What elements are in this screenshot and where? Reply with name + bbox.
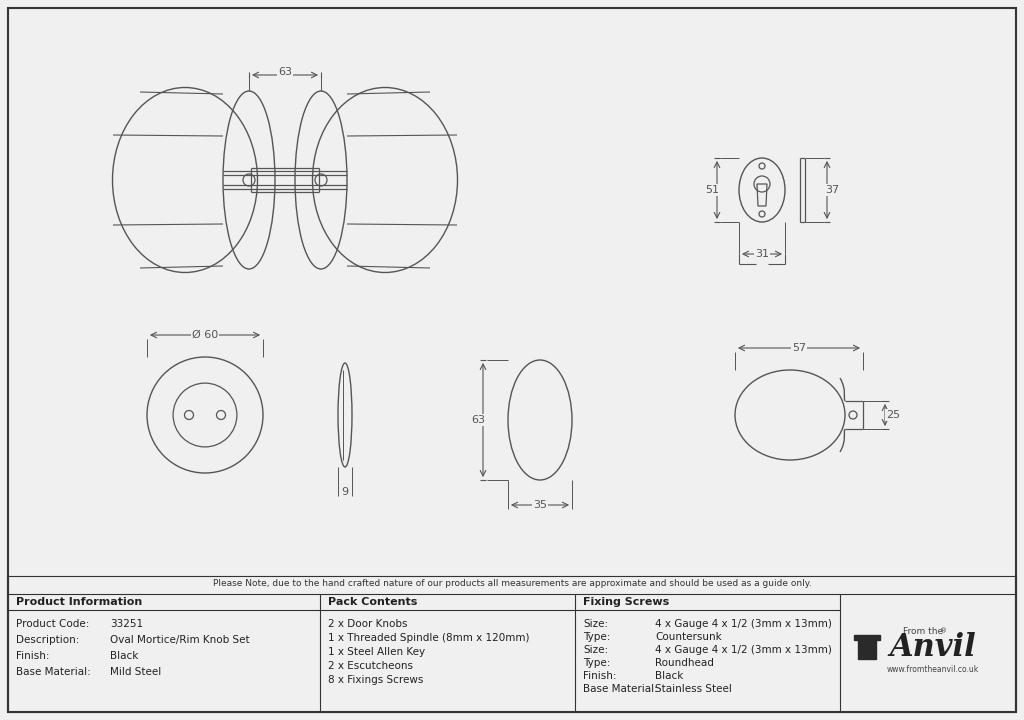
- Text: 31: 31: [755, 249, 769, 259]
- Text: Base Material:: Base Material:: [583, 684, 657, 694]
- Text: 63: 63: [278, 67, 292, 77]
- Text: Black: Black: [110, 651, 138, 661]
- Text: 33251: 33251: [110, 619, 143, 629]
- Text: 9: 9: [341, 487, 348, 497]
- Text: 1 x Steel Allen Key: 1 x Steel Allen Key: [328, 647, 425, 657]
- Text: 57: 57: [792, 343, 806, 353]
- Text: Finish:: Finish:: [583, 671, 616, 681]
- Text: 35: 35: [534, 500, 547, 510]
- Text: 25: 25: [886, 410, 900, 420]
- Text: 2 x Escutcheons: 2 x Escutcheons: [328, 661, 413, 671]
- Text: Mild Steel: Mild Steel: [110, 667, 161, 677]
- Text: 4 x Gauge 4 x 1/2 (3mm x 13mm): 4 x Gauge 4 x 1/2 (3mm x 13mm): [655, 645, 831, 655]
- Text: Countersunk: Countersunk: [655, 632, 722, 642]
- Text: Size:: Size:: [583, 619, 608, 629]
- Text: 4 x Gauge 4 x 1/2 (3mm x 13mm): 4 x Gauge 4 x 1/2 (3mm x 13mm): [655, 619, 831, 629]
- Text: Fixing Screws: Fixing Screws: [583, 597, 670, 607]
- Text: 8 x Fixings Screws: 8 x Fixings Screws: [328, 675, 423, 685]
- Polygon shape: [854, 635, 880, 659]
- Text: Ø 60: Ø 60: [191, 330, 218, 340]
- Text: Type:: Type:: [583, 632, 610, 642]
- Text: From the: From the: [903, 626, 943, 636]
- Text: Type:: Type:: [583, 658, 610, 668]
- Text: Stainless Steel: Stainless Steel: [655, 684, 732, 694]
- Text: Product Information: Product Information: [16, 597, 142, 607]
- Text: 1 x Threaded Spindle (8mm x 120mm): 1 x Threaded Spindle (8mm x 120mm): [328, 633, 529, 643]
- Text: Product Code:: Product Code:: [16, 619, 89, 629]
- Text: Roundhead: Roundhead: [655, 658, 714, 668]
- Text: Oval Mortice/Rim Knob Set: Oval Mortice/Rim Knob Set: [110, 635, 250, 645]
- Text: Base Material:: Base Material:: [16, 667, 91, 677]
- Text: ®: ®: [940, 628, 947, 634]
- Text: Anvil: Anvil: [890, 632, 976, 664]
- Text: Pack Contents: Pack Contents: [328, 597, 418, 607]
- Text: Please Note, due to the hand crafted nature of our products all measurements are: Please Note, due to the hand crafted nat…: [213, 580, 811, 588]
- Text: 51: 51: [705, 185, 719, 195]
- Text: 63: 63: [471, 415, 485, 425]
- Text: www.fromtheanvil.co.uk: www.fromtheanvil.co.uk: [887, 665, 979, 673]
- Text: Finish:: Finish:: [16, 651, 49, 661]
- Text: Black: Black: [655, 671, 683, 681]
- Text: 2 x Door Knobs: 2 x Door Knobs: [328, 619, 408, 629]
- Text: Description:: Description:: [16, 635, 80, 645]
- Text: Size:: Size:: [583, 645, 608, 655]
- Text: 37: 37: [825, 185, 839, 195]
